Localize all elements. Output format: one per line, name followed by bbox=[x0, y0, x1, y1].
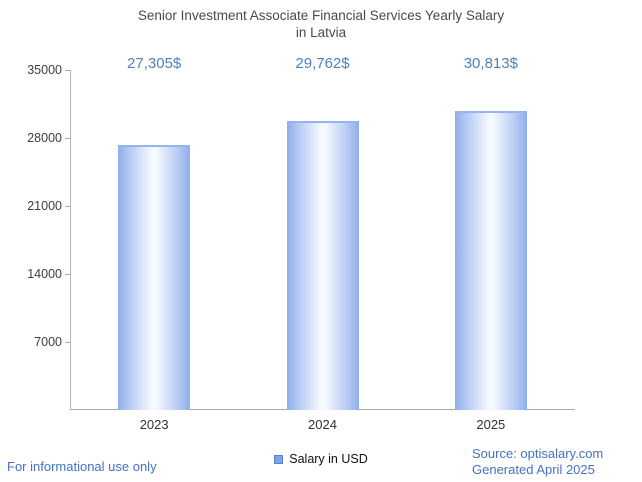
y-tick-label: 35000 bbox=[27, 63, 62, 77]
bar-value-label-2024: 29,762$ bbox=[295, 55, 350, 72]
y-tick-mark bbox=[65, 206, 70, 207]
generated-date: Generated April 2025 bbox=[472, 462, 595, 477]
bar-2023[interactable] bbox=[118, 144, 191, 410]
disclaimer-link[interactable]: For informational use only bbox=[7, 459, 157, 474]
y-tick-mark bbox=[65, 138, 70, 139]
chart-title-line1: Senior Investment Associate Financial Se… bbox=[137, 8, 505, 23]
legend[interactable]: Salary in USD bbox=[0, 452, 642, 466]
y-tick-label: 7000 bbox=[34, 335, 62, 349]
chart-title-line2: in Latvia bbox=[295, 25, 347, 40]
y-tick-label: 21000 bbox=[27, 199, 62, 213]
y-tick-label: 28000 bbox=[27, 131, 62, 145]
legend-label: Salary in USD bbox=[289, 452, 368, 466]
y-tick-mark bbox=[65, 70, 70, 71]
x-category-label-2024: 2024 bbox=[308, 417, 337, 432]
bar-2024[interactable] bbox=[286, 120, 359, 410]
y-tick-label: 14000 bbox=[27, 267, 62, 281]
y-tick-mark bbox=[65, 274, 70, 275]
bar-value-label-2023: 27,305$ bbox=[127, 55, 182, 72]
y-tick-mark bbox=[65, 342, 70, 343]
legend-swatch-icon bbox=[274, 454, 284, 464]
chart-title: Senior Investment Associate Financial Se… bbox=[0, 7, 642, 41]
x-category-label-2025: 2025 bbox=[476, 417, 506, 432]
x-category-label-2023: 2023 bbox=[139, 417, 169, 432]
bar-value-label-2025: 30,813$ bbox=[463, 55, 518, 72]
source-link[interactable]: Source: optisalary.com bbox=[472, 446, 604, 461]
bar-2025[interactable] bbox=[454, 110, 527, 410]
source-block: Source: optisalary.com Generated April 2… bbox=[472, 446, 603, 478]
